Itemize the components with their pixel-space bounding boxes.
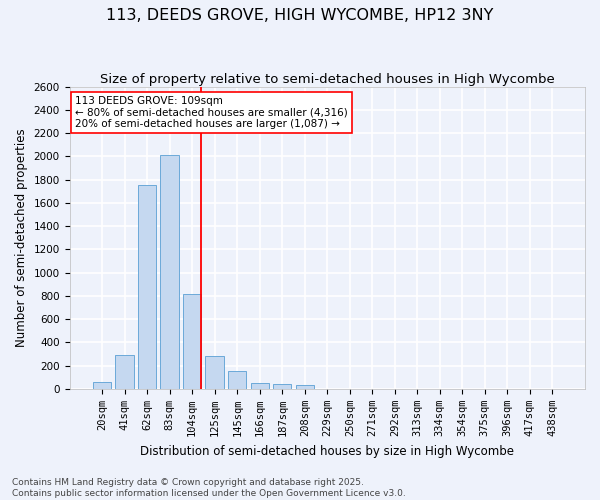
Bar: [93, 382, 112, 389]
Bar: [205, 356, 224, 389]
Bar: [160, 156, 179, 389]
Text: 113 DEEDS GROVE: 109sqm
← 80% of semi-detached houses are smaller (4,316)
20% of: 113 DEEDS GROVE: 109sqm ← 80% of semi-de…: [74, 96, 347, 129]
Bar: [228, 371, 247, 389]
Text: Contains HM Land Registry data © Crown copyright and database right 2025.
Contai: Contains HM Land Registry data © Crown c…: [12, 478, 406, 498]
Bar: [251, 382, 269, 389]
Y-axis label: Number of semi-detached properties: Number of semi-detached properties: [15, 128, 28, 347]
Bar: [115, 354, 134, 389]
Bar: [138, 185, 157, 389]
X-axis label: Distribution of semi-detached houses by size in High Wycombe: Distribution of semi-detached houses by …: [140, 444, 514, 458]
Bar: [296, 386, 314, 389]
Text: 113, DEEDS GROVE, HIGH WYCOMBE, HP12 3NY: 113, DEEDS GROVE, HIGH WYCOMBE, HP12 3NY: [106, 8, 494, 22]
Bar: [183, 294, 202, 389]
Bar: [273, 384, 292, 389]
Title: Size of property relative to semi-detached houses in High Wycombe: Size of property relative to semi-detach…: [100, 72, 554, 86]
